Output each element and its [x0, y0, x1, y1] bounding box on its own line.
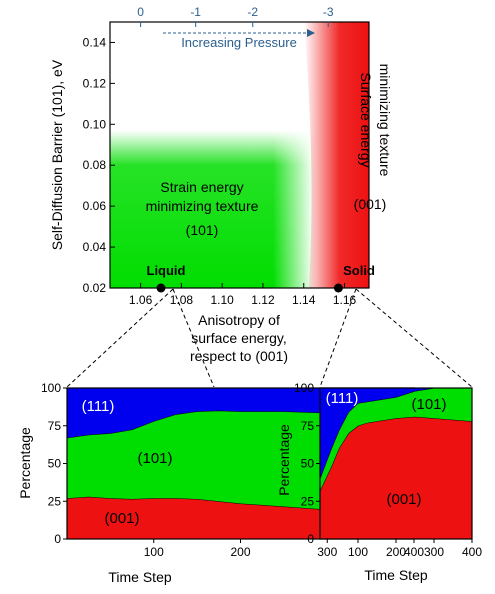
y-tick-label: 25 [48, 494, 62, 508]
pressure-tick-label: -2 [247, 5, 258, 19]
solid-connector-left [319, 288, 357, 388]
y-tick-label: 0.04 [83, 240, 107, 254]
pressure-tick-label: 0 [137, 5, 144, 19]
liquid-connector-right [172, 288, 215, 388]
area-111 [320, 388, 472, 479]
solid-label-111: (111) [326, 390, 359, 407]
y-tick-label: 0.08 [83, 158, 107, 172]
solid-label: Solid [343, 263, 375, 278]
y-tick-label: 50 [48, 457, 62, 471]
solid-point [333, 283, 343, 293]
y-tick-label: 0.12 [83, 76, 107, 90]
surface-region-label-line2: minimizing texture [377, 64, 393, 177]
x-tick-label: 400 [462, 545, 482, 559]
phase-map-xlabel-line3: respect to (001) [190, 348, 288, 364]
phase-map-chart: 1.06 1.08 1.10 1.12 1.14 1.16 0.02 0.04 0.06 0.08… [49, 5, 393, 364]
liquid-label-001: (001) [104, 510, 139, 527]
y-tick-label: 75 [48, 419, 62, 433]
pressure-tick-label: -1 [190, 5, 201, 19]
x-tick-label: 300 [317, 545, 337, 559]
phase-map-axes: 1.06 1.08 1.10 1.12 1.14 1.16 0.02 0.04 0.06 0.08… [83, 5, 370, 307]
liquid-connector-left [66, 288, 174, 388]
liquid-label-111: (111) [82, 398, 115, 415]
strain-region-label-line1: Strain energy [160, 179, 243, 195]
pressure-tick-label: -3 [323, 5, 334, 19]
increasing-pressure-label: Increasing Pressure [181, 35, 297, 50]
surface-region-label-line1: Surface energy [358, 73, 374, 168]
y-tick-label: 25 [301, 494, 315, 508]
x-tick-label: 1.16 [333, 293, 357, 307]
y-tick-label: 100 [41, 381, 61, 395]
x-tick-label: 1.14 [292, 293, 316, 307]
phase-map-xlabel-line1: Anisotropy of [198, 312, 280, 328]
x-tick-label: 100 [144, 545, 164, 559]
surface-region-phase: (001) [354, 196, 387, 212]
phase-map-xlabel-line2: surface energy, [191, 330, 286, 346]
x-tick-label: 300 [424, 545, 444, 559]
y-tick-label: 75 [301, 419, 315, 433]
solid-connector-right [355, 288, 473, 388]
zoom-connectors [66, 288, 473, 388]
solid-ylabel: Percentage [276, 424, 292, 496]
area-001 [320, 416, 472, 539]
x-tick-label: 1.10 [210, 293, 234, 307]
y-tick-label: 0 [54, 532, 61, 546]
liquid-label: Liquid [147, 263, 186, 278]
y-tick-label: 0.02 [83, 281, 107, 295]
solid-label-001: (001) [386, 491, 421, 508]
strain-region-label-line2: minimizing texture [146, 198, 259, 214]
liquid-xlabel: Time Step [108, 569, 171, 585]
liquid-point [156, 283, 166, 293]
liquid-label-101: (101) [137, 450, 172, 467]
y-tick-label: 0.14 [83, 35, 107, 49]
solid-area-series [319, 387, 473, 539]
y-tick-label: 0 [307, 532, 314, 546]
x-tick-label: 200 [386, 545, 406, 559]
area-101 [320, 388, 472, 491]
solid-label-101: (101) [411, 396, 446, 413]
x-tick-label: 100 [348, 545, 368, 559]
surface-texture-region [303, 22, 369, 288]
x-tick-label: 1.08 [170, 293, 194, 307]
x-tick-label: 200 [230, 545, 250, 559]
solid-xlabel: Time Step [364, 567, 427, 583]
y-tick-label: 100 [294, 381, 314, 395]
liquid-ylabel: Percentage [17, 427, 33, 499]
y-tick-label: 0.06 [83, 199, 107, 213]
strain-region-phase: (101) [186, 222, 219, 238]
phase-map-frame [109, 21, 370, 289]
y-tick-label: 0.10 [83, 117, 107, 131]
x-tick-label: 400 [404, 545, 424, 559]
x-tick-label: 1.06 [129, 293, 153, 307]
strain-texture-edge [110, 130, 314, 288]
phase-map-ylabel: Self-Diffusion Barrier (101), eV [49, 59, 65, 250]
x-tick-label: 1.12 [251, 293, 275, 307]
y-tick-label: 50 [301, 457, 315, 471]
